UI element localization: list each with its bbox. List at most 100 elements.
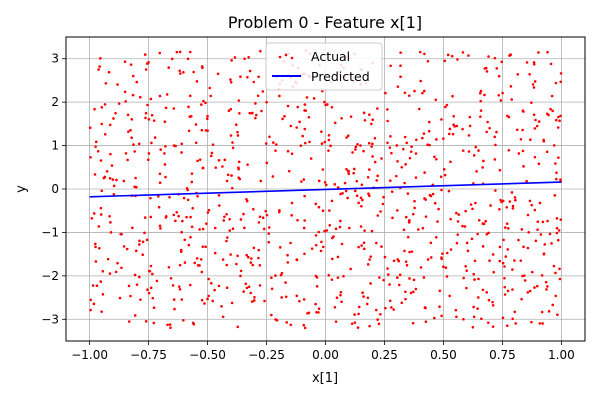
actual-point bbox=[137, 142, 141, 146]
actual-point bbox=[258, 284, 262, 287]
actual-point bbox=[355, 194, 359, 198]
actual-point bbox=[314, 202, 318, 206]
actual-point bbox=[456, 220, 460, 223]
actual-point bbox=[367, 192, 370, 195]
actual-point bbox=[229, 107, 233, 111]
actual-point bbox=[403, 135, 407, 139]
actual-point bbox=[348, 226, 351, 230]
y-tick-label: 3 bbox=[51, 52, 59, 66]
actual-point bbox=[112, 117, 115, 120]
actual-point bbox=[469, 203, 473, 206]
actual-point bbox=[478, 91, 482, 95]
actual-point bbox=[237, 160, 241, 164]
actual-point bbox=[230, 186, 234, 190]
actual-point bbox=[189, 235, 192, 239]
actual-point bbox=[399, 51, 402, 54]
actual-point bbox=[225, 179, 229, 183]
actual-point bbox=[494, 143, 497, 147]
actual-point bbox=[461, 127, 464, 131]
actual-point bbox=[519, 138, 523, 141]
actual-point bbox=[99, 57, 102, 60]
actual-point bbox=[327, 138, 331, 142]
actual-point bbox=[187, 243, 191, 247]
actual-point bbox=[164, 145, 167, 148]
actual-point bbox=[479, 99, 483, 103]
actual-point bbox=[146, 288, 149, 292]
actual-point bbox=[529, 138, 532, 142]
actual-point bbox=[94, 260, 98, 263]
actual-point bbox=[98, 65, 101, 68]
actual-point bbox=[118, 296, 122, 300]
actual-point bbox=[327, 149, 330, 152]
actual-point bbox=[452, 114, 456, 118]
actual-point bbox=[354, 145, 358, 149]
actual-point bbox=[440, 118, 443, 121]
actual-point bbox=[303, 252, 306, 256]
actual-point bbox=[406, 192, 410, 195]
actual-point bbox=[345, 136, 348, 139]
actual-point bbox=[522, 274, 526, 277]
actual-point bbox=[494, 189, 497, 192]
actual-point bbox=[498, 259, 502, 263]
actual-point bbox=[445, 103, 449, 107]
actual-point bbox=[147, 152, 151, 155]
actual-point bbox=[92, 302, 96, 306]
actual-point bbox=[194, 141, 198, 145]
actual-point bbox=[211, 299, 215, 303]
actual-point bbox=[213, 251, 217, 255]
actual-point bbox=[257, 248, 261, 252]
actual-point bbox=[357, 312, 360, 316]
y-tick-label: 0 bbox=[51, 182, 59, 196]
actual-point bbox=[133, 273, 137, 277]
actual-point bbox=[362, 295, 365, 298]
actual-point bbox=[424, 306, 427, 310]
actual-point bbox=[211, 143, 215, 146]
actual-point bbox=[498, 207, 501, 211]
actual-point bbox=[404, 290, 407, 294]
actual-point bbox=[260, 109, 263, 113]
actual-point bbox=[333, 183, 337, 186]
actual-point bbox=[130, 118, 134, 121]
actual-point bbox=[290, 214, 293, 217]
actual-point bbox=[158, 94, 162, 98]
actual-point bbox=[206, 129, 209, 132]
actual-point bbox=[220, 305, 223, 308]
x-axis-label: x[1] bbox=[312, 371, 338, 386]
actual-point bbox=[531, 83, 535, 86]
actual-point bbox=[408, 156, 412, 160]
actual-point bbox=[285, 321, 289, 324]
actual-point bbox=[243, 57, 246, 61]
actual-point bbox=[272, 141, 275, 144]
actual-point bbox=[207, 208, 211, 212]
actual-point bbox=[397, 259, 401, 263]
actual-point bbox=[203, 302, 206, 305]
actual-point bbox=[412, 278, 416, 282]
actual-point bbox=[289, 323, 293, 327]
actual-point bbox=[147, 291, 151, 295]
actual-point bbox=[109, 231, 113, 234]
actual-point bbox=[101, 270, 105, 273]
actual-point bbox=[150, 141, 153, 145]
actual-point bbox=[359, 225, 363, 228]
actual-point bbox=[196, 264, 200, 267]
actual-point bbox=[315, 285, 319, 288]
actual-point bbox=[226, 173, 230, 177]
actual-point bbox=[144, 116, 147, 120]
actual-point bbox=[317, 307, 321, 311]
actual-point bbox=[149, 264, 153, 268]
actual-point bbox=[371, 118, 375, 121]
actual-point bbox=[339, 293, 342, 297]
actual-point bbox=[375, 179, 378, 182]
actual-point bbox=[270, 276, 273, 280]
y-axis-ticks: −3 −2 −1 0 1 2 3 bbox=[41, 52, 66, 326]
actual-point bbox=[488, 126, 491, 130]
actual-point bbox=[123, 60, 127, 63]
actual-point bbox=[263, 299, 266, 303]
actual-point bbox=[168, 323, 172, 326]
actual-point bbox=[244, 282, 248, 286]
actual-point bbox=[479, 109, 483, 112]
actual-point bbox=[544, 280, 548, 284]
actual-point bbox=[93, 107, 96, 111]
actual-point bbox=[92, 212, 96, 215]
predicted-line bbox=[89, 181, 562, 198]
